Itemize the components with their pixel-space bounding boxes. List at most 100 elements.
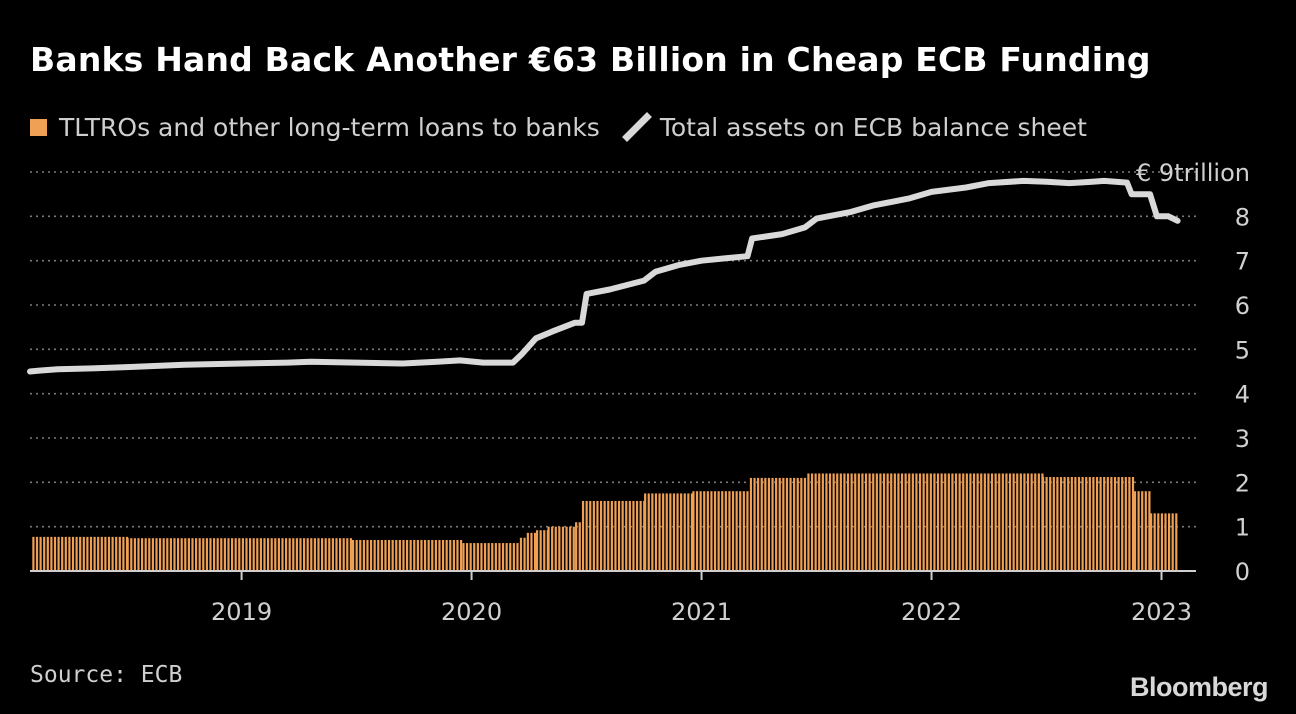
- bar-132: [501, 543, 505, 571]
- bar-181: [669, 493, 672, 571]
- bar-309: [1124, 477, 1127, 571]
- bar-9: [64, 536, 67, 571]
- grid: [30, 171, 1196, 528]
- bar-243: [890, 473, 893, 571]
- x-tick-label-2023: 2023: [1131, 598, 1192, 626]
- bar-283: [1034, 473, 1037, 571]
- bar-201: [739, 491, 742, 571]
- bar-272: [994, 473, 997, 571]
- bar-175: [647, 493, 650, 571]
- bar-315: [1144, 491, 1147, 571]
- bar-250: [915, 473, 918, 571]
- bar-69: [277, 538, 280, 571]
- bar-273: [998, 473, 1001, 571]
- bar-102: [395, 539, 398, 571]
- bar-120: [459, 539, 463, 571]
- bar-255: [933, 473, 936, 571]
- bar-222: [814, 473, 817, 571]
- bar-185: [683, 493, 686, 571]
- bar-179: [662, 493, 665, 571]
- bar-134: [509, 543, 512, 571]
- bar-217: [796, 477, 799, 571]
- bar-274: [1001, 473, 1004, 571]
- bar-229: [839, 473, 842, 571]
- bar-226: [828, 473, 832, 571]
- bar-117: [449, 539, 452, 571]
- bar-10: [68, 536, 71, 571]
- bar-276: [1008, 473, 1012, 571]
- bar-224: [821, 473, 824, 571]
- bar-51: [212, 538, 216, 571]
- bar-56: [230, 538, 234, 571]
- bar-20: [104, 536, 107, 571]
- bar-213: [782, 477, 785, 571]
- bar-113: [434, 539, 437, 571]
- bar-87: [342, 538, 345, 571]
- bar-159: [592, 500, 595, 571]
- bar-5: [50, 536, 53, 571]
- bar-292: [1063, 477, 1066, 571]
- bars: [32, 473, 1178, 571]
- bar-119: [456, 539, 459, 571]
- total-assets-line: [27, 177, 1181, 375]
- bar-147: [551, 526, 554, 571]
- bar-24: [118, 536, 121, 571]
- bar-316: [1148, 491, 1151, 571]
- bar-189: [695, 491, 699, 571]
- bar-263: [962, 473, 965, 571]
- bar-16: [89, 536, 93, 571]
- bar-281: [1026, 473, 1030, 571]
- bar-76: [302, 538, 306, 571]
- bar-269: [983, 473, 986, 571]
- bar-289: [1052, 477, 1055, 571]
- bar-192: [706, 491, 709, 571]
- bar-208: [764, 477, 767, 571]
- bar-210: [771, 477, 774, 571]
- bar-323: [1171, 513, 1174, 571]
- bar-138: [523, 537, 526, 571]
- bar-63: [256, 538, 259, 571]
- bar-53: [220, 538, 223, 571]
- bar-142: [535, 530, 539, 571]
- bar-55: [227, 538, 230, 571]
- bar-176: [651, 493, 654, 571]
- bar-80: [317, 538, 320, 571]
- bar-112: [431, 539, 434, 571]
- bar-104: [402, 539, 405, 571]
- bar-52: [216, 538, 219, 571]
- bar-126: [480, 543, 483, 571]
- bar-297: [1081, 477, 1084, 571]
- bar-32: [144, 538, 147, 571]
- bar-290: [1056, 477, 1059, 571]
- bar-146: [547, 526, 550, 571]
- bar-82: [324, 538, 327, 571]
- bar-279: [1019, 473, 1022, 571]
- bar-81: [320, 538, 324, 571]
- bar-7: [57, 536, 60, 571]
- bar-144: [543, 530, 546, 571]
- bar-12: [75, 536, 78, 571]
- bar-308: [1121, 477, 1124, 571]
- y-tick-label-9: € 9trillion: [1136, 159, 1250, 187]
- bar-266: [972, 473, 976, 571]
- bar-111: [427, 539, 430, 571]
- bar-194: [713, 491, 717, 571]
- bar-77: [306, 538, 309, 571]
- bar-45: [191, 538, 194, 571]
- bar-66: [266, 538, 270, 571]
- bar-155: [578, 522, 581, 571]
- bar-177: [654, 493, 658, 571]
- bar-36: [158, 538, 162, 571]
- bar-114: [438, 539, 441, 571]
- bar-8: [61, 536, 64, 571]
- bar-257: [940, 473, 943, 571]
- bar-161: [599, 500, 603, 571]
- bar-160: [596, 500, 599, 571]
- bar-33: [148, 538, 151, 571]
- bar-136: [516, 543, 519, 571]
- bar-130: [494, 543, 497, 571]
- bar-244: [893, 473, 896, 571]
- bar-171: [635, 500, 639, 571]
- bar-264: [965, 473, 968, 571]
